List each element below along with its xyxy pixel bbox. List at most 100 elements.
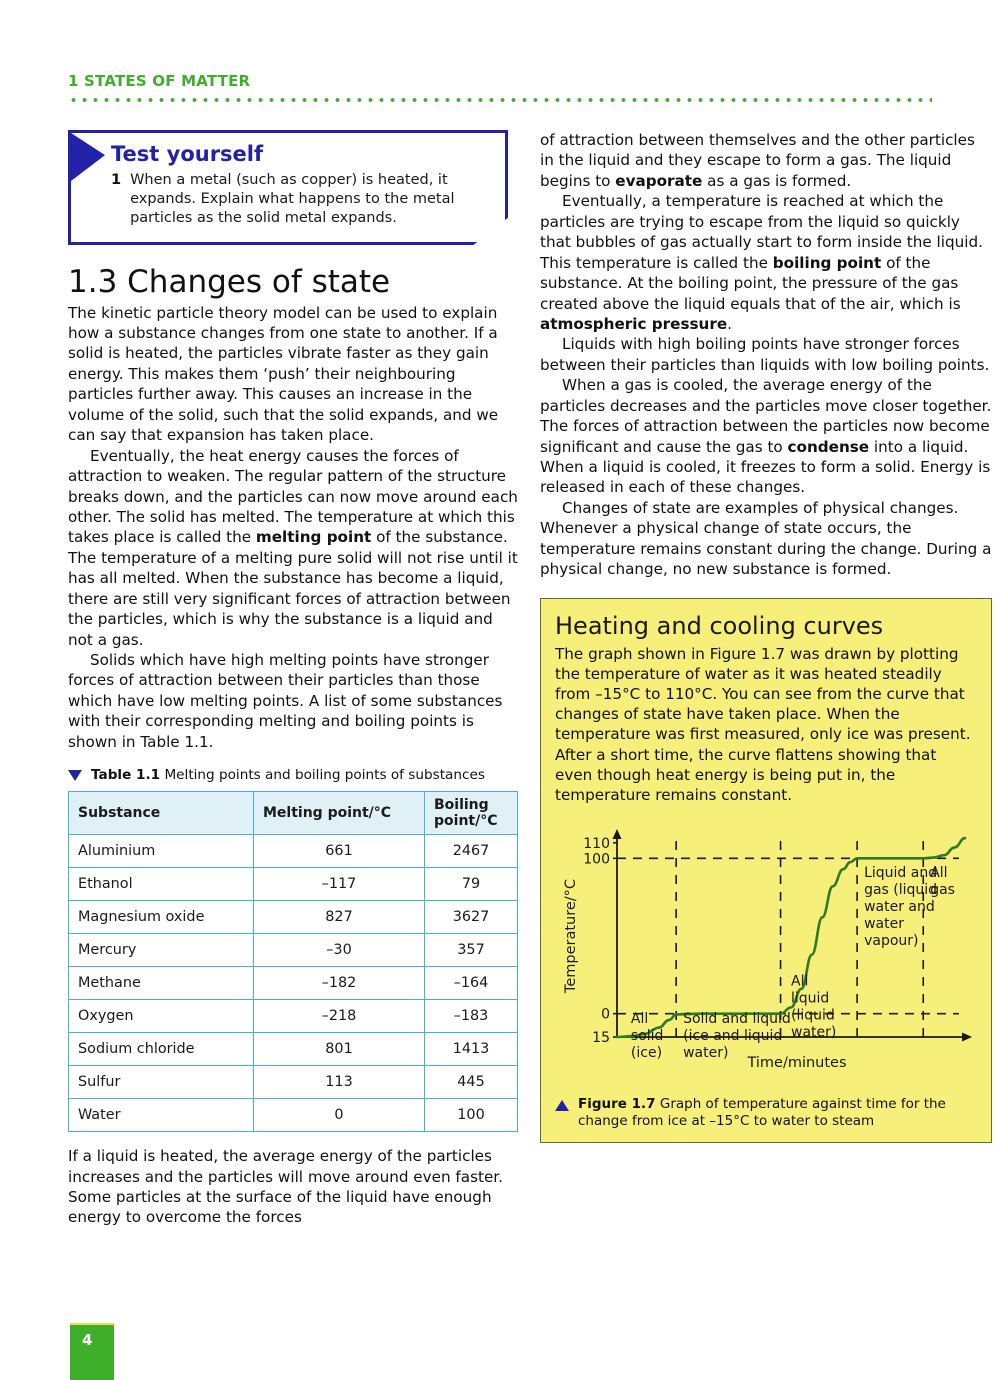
y-tick-label: 15: [592, 1030, 610, 1046]
text-run: of the substance. At the boiling point, …: [540, 253, 961, 313]
cell-substance: Mercury: [68, 933, 254, 968]
chart-region-label: Liquid and gas (liquid water and water vapou…: [864, 865, 937, 949]
bold-term: evaporate: [615, 171, 703, 190]
text-run: as a gas is formed.: [702, 171, 852, 190]
table-row: Sodium chloride 801 1413: [68, 1032, 518, 1067]
chart-region-label: All liquid (liquid water): [791, 974, 836, 1041]
term-melting-point: melting point: [255, 528, 372, 547]
question-text: When a metal (such as copper) is heated,…: [130, 172, 455, 227]
text-run: into a liquid. When a liquid is cooled, …: [540, 437, 991, 497]
figure-caption-text: Graph of temperature against time for th…: [578, 1096, 946, 1130]
y-tick-label: 0: [601, 1007, 610, 1023]
chart-region-label: All solid (ice): [631, 1011, 664, 1061]
cell-melting: 801: [253, 1032, 425, 1067]
text-run: .: [727, 314, 732, 333]
dotted-rule-divider: [68, 97, 932, 103]
table-caption: Table 1.1 Melting points and boiling poi…: [68, 767, 520, 784]
chart-region-label: Solid and liquid (ice and liquid water): [683, 1011, 791, 1061]
figure-1-7-chart: 110 100 0 15 Temperature/°C Time/minutes All so…: [555, 819, 977, 1088]
cell-substance: Sulfur: [68, 1065, 254, 1100]
paragraph-3: Solids which have high melting points ha…: [68, 651, 503, 751]
page-number-box: [70, 1323, 114, 1380]
paragraph-2: Eventually, the heat energy causes the f…: [68, 446, 520, 650]
table-caption-text: Melting points and boiling points of sub…: [160, 767, 485, 784]
test-yourself-question: 1 When a metal (such as copper) is heate…: [111, 171, 491, 228]
temperature-curve: [615, 837, 967, 1039]
feature-box-title: Heating and cooling curves: [555, 611, 884, 640]
running-head-title: 1 STATES OF MATTER: [68, 72, 251, 90]
cell-melting: 661: [253, 834, 425, 869]
right-paragraph-1: of attraction between themselves and the…: [540, 130, 992, 191]
cell-substance: Ethanol: [68, 867, 254, 902]
cell-boiling: 100: [424, 1098, 518, 1133]
cell-boiling: 1413: [424, 1032, 518, 1067]
chart-region-label: All gas: [930, 865, 955, 898]
table-row: Water 0 100: [68, 1098, 518, 1133]
cell-substance: Methane: [68, 966, 254, 1001]
triangle-up-icon: [555, 1100, 569, 1112]
bold-term: condense: [787, 437, 870, 456]
table-header-row: Substance Melting point/°C Boiling point…: [68, 791, 518, 836]
feature-box-body: The graph shown in Figure 1.7 was drawn …: [555, 644, 971, 805]
right-paragraph-3: Liquids with high boiling points have st…: [540, 334, 992, 375]
right-paragraph-5: Changes of state are examples of physica…: [540, 498, 992, 580]
table-row: Sulfur 113 445: [68, 1065, 518, 1100]
table-row: Mercury –30 357: [68, 933, 518, 968]
cell-boiling: –183: [424, 999, 518, 1034]
table-row: Aluminium 661 2467: [68, 834, 518, 869]
cell-substance: Sodium chloride: [68, 1032, 254, 1067]
triangle-down-icon: [68, 770, 82, 782]
left-column: Test yourself 1 When a metal (such as co…: [68, 130, 520, 1228]
cell-melting: –117: [253, 867, 425, 902]
cell-melting: –182: [253, 966, 425, 1001]
text-run: Eventually, a temperature is reached at …: [540, 192, 983, 272]
figure-caption-label: Figure 1.7: [578, 1096, 656, 1113]
y-axis-arrow: [612, 829, 622, 840]
cell-boiling: 2467: [424, 834, 518, 869]
running-head: 1 STATES OF MATTER: [68, 72, 948, 90]
page-number: 4: [82, 1331, 93, 1349]
cell-boiling: 79: [424, 867, 518, 902]
column-header-melting-point: Melting point/°C: [253, 791, 425, 836]
right-column-paragraphs: of attraction between themselves and the…: [540, 130, 992, 580]
cell-melting: 113: [253, 1065, 425, 1100]
bold-term: atmospheric pressure: [540, 314, 728, 333]
table-row: Oxygen –218 –183: [68, 999, 518, 1034]
paragraph-4: If a liquid is heated, the average energ…: [68, 1147, 503, 1227]
feature-box-heating-cooling-curves: Heating and cooling curves The graph sho…: [540, 597, 992, 1143]
table-body: Aluminium 661 2467 Ethanol –117 79 Magnesium…: [68, 834, 518, 1133]
chevron-right-icon: [71, 133, 105, 181]
paragraph-2-part-a: Eventually, the heat energy causes the f…: [68, 446, 518, 547]
cell-melting: –218: [253, 999, 425, 1034]
y-axis-title: Temperature/°C: [563, 879, 579, 994]
bold-term: boiling point: [772, 253, 882, 272]
cell-substance: Aluminium: [68, 834, 254, 869]
cell-melting: 0: [253, 1098, 425, 1133]
melting-boiling-points-table: Substance Melting point/°C Boiling point…: [68, 791, 518, 1133]
table-row: Magnesium oxide 827 3627: [68, 900, 518, 935]
right-column: of attraction between themselves and the…: [540, 130, 992, 1143]
paragraph-1: The kinetic particle theory model can be…: [68, 303, 499, 445]
cell-boiling: 445: [424, 1065, 518, 1100]
text-run: of attraction between themselves and the…: [540, 131, 975, 190]
column-header-substance: Substance: [68, 791, 254, 836]
figure-caption: Figure 1.7 Graph of temperature against …: [555, 1096, 977, 1130]
y-tick-label: 100: [583, 852, 610, 868]
cell-substance: Water: [68, 1098, 254, 1133]
cell-boiling: –164: [424, 966, 518, 1001]
table-caption-label: Table 1.1: [91, 767, 161, 784]
test-yourself-title: Test yourself: [111, 142, 264, 166]
table-row: Methane –182 –164: [68, 966, 518, 1001]
text-run: Changes of state are examples of physica…: [540, 498, 992, 579]
question-number: 1: [111, 172, 122, 189]
x-axis-arrow: [962, 1032, 972, 1042]
cell-substance: Oxygen: [68, 999, 254, 1034]
section-title: 1.3 Changes of state: [68, 264, 391, 301]
text-run: When a gas is cooled, the average energy…: [540, 376, 992, 456]
test-yourself-box: Test yourself 1 When a metal (such as co…: [68, 130, 508, 246]
table-row: Ethanol –117 79: [68, 867, 518, 902]
figure-caption-body: Figure 1.7 Graph of temperature against …: [578, 1096, 977, 1130]
cell-melting: 827: [253, 900, 425, 935]
